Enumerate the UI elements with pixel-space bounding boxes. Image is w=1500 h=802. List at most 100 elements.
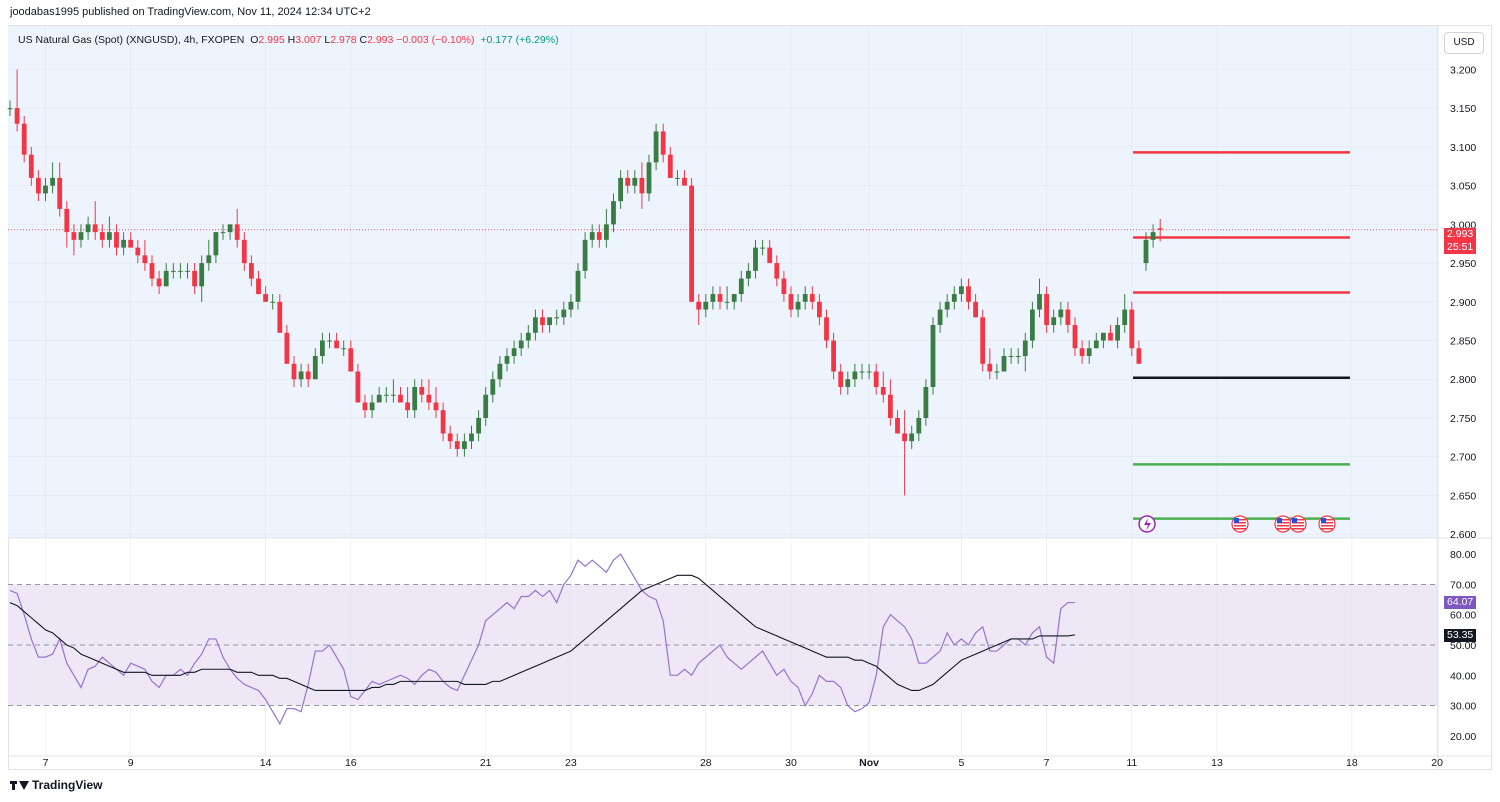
candle [156,270,162,295]
candle-body [192,270,197,287]
candle [256,270,261,295]
candle [220,224,226,240]
candle [916,410,922,442]
candle [185,263,190,279]
candle [412,379,418,418]
candle [85,216,91,240]
candle-body [398,394,403,403]
candle [284,325,290,364]
candle-body [824,317,829,341]
candle-body [639,177,645,194]
candle-body [36,177,41,194]
candle-body [845,379,851,387]
tradingview-logo-icon [10,779,29,791]
rsi-layer [9,553,1076,726]
candle [639,162,645,209]
candle-body [71,232,77,240]
flag-stripe [1277,522,1289,524]
candle-body [994,371,1000,373]
candle [795,294,801,318]
candle [838,363,844,395]
candle-body [107,232,112,240]
candle [241,232,247,271]
candle-body [902,433,907,442]
candle [369,394,375,418]
candle-body [1008,356,1014,358]
candle [589,224,595,248]
flag-stripe [1277,519,1289,521]
candle-body [454,441,460,449]
candle-body [419,386,425,395]
background-layer [8,26,1492,770]
candle-body [632,177,638,186]
candle-body [533,317,538,333]
footer-brand[interactable]: TradingView [10,778,102,792]
candle-body [1051,317,1057,326]
candle-body [348,348,354,372]
candle [781,270,787,302]
candle-body [675,177,680,179]
candle [128,232,134,248]
candle [348,340,354,372]
candle [178,263,183,279]
candle [462,433,467,457]
candle-body [831,340,836,372]
candle-body [206,255,212,264]
candle [1157,218,1163,242]
candle [1122,294,1128,333]
candle [660,123,666,163]
candle [121,232,126,256]
time-tick-label: 14 [260,757,272,769]
candle-body [1108,332,1113,341]
candle-body [937,309,943,326]
candle-body [433,402,439,411]
candle-body [689,185,694,302]
candle-body [1015,356,1021,358]
candle [973,294,978,318]
candle [376,386,382,403]
candle [1037,278,1042,318]
candle [710,286,716,310]
candle [78,224,84,248]
candle-body [1030,309,1035,341]
candle-body [1129,309,1135,349]
candle [433,386,439,418]
time-tick-label: 28 [700,757,712,769]
candle-body [809,294,815,302]
candle-body [405,402,410,411]
candle-body [540,317,545,326]
rsi-tick-label: 20.00 [1450,731,1476,743]
candle-body [362,402,368,411]
candle-body [1122,309,1128,326]
flag-stripe [1234,528,1246,530]
candle-body [788,294,794,310]
candle-body [625,177,631,186]
candle-body [99,232,105,240]
candle [419,379,425,403]
candle-body [355,371,361,403]
candle [540,309,545,333]
candle [831,332,836,380]
flag-stripe [1277,525,1289,527]
candle [43,177,48,202]
candle-body [1093,340,1099,349]
candle-body [291,363,297,380]
candle [944,294,950,318]
candle-body [312,356,318,380]
candle [142,239,148,271]
candle [703,294,709,318]
price-tick-label: 3.150 [1450,103,1476,115]
candle-body [1143,239,1149,264]
candle-body [951,294,957,302]
candle [937,301,943,333]
candle [880,371,886,403]
currency-button[interactable]: USD [1444,32,1484,54]
candle-body [554,317,560,319]
candle-body [305,371,311,380]
candle-body [660,131,666,155]
candle-body [653,131,659,163]
time-tick-label: 11 [1126,757,1137,769]
flag-stripe [1292,519,1304,521]
candle-body [646,162,652,194]
